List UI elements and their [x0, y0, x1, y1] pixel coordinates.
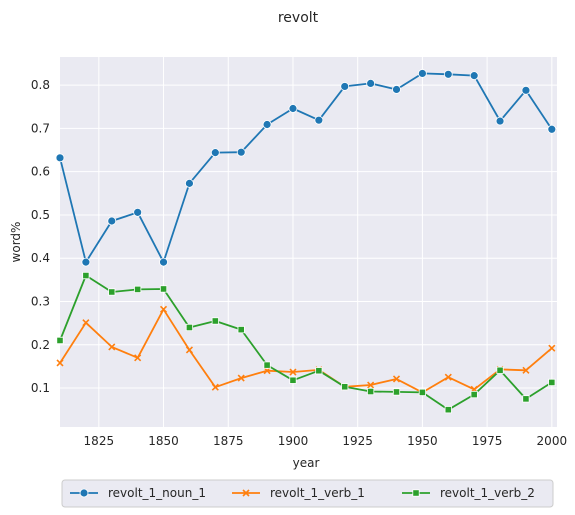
data-point [211, 383, 219, 391]
x-tick-label: 1925 [342, 434, 373, 448]
data-point [56, 359, 64, 367]
x-tick-label: 1850 [148, 434, 179, 448]
legend-swatch-marker [242, 489, 250, 497]
y-tick-label: 0.6 [31, 165, 50, 179]
data-point [315, 367, 323, 375]
y-gridlines [60, 84, 557, 389]
legend-box [61, 479, 554, 508]
data-point [522, 366, 530, 374]
data-point [341, 383, 349, 391]
x-tick-label: 1950 [407, 434, 438, 448]
data-point [392, 388, 401, 396]
legend-items: revolt_1_noun_1 revolt_1_verb_1 revolt_1_v… [70, 486, 535, 500]
legend-swatch-marker [79, 488, 89, 498]
series-markers [55, 69, 557, 414]
legend-swatch-marker [412, 489, 420, 497]
data-point [548, 344, 556, 352]
data-point [236, 147, 246, 157]
x-gridlines [98, 57, 553, 427]
data-point [289, 368, 297, 376]
data-point [159, 285, 168, 293]
series-line-revolt_1_verb_1 [59, 308, 553, 394]
data-point [56, 336, 64, 345]
data-point [81, 257, 91, 267]
data-point [237, 326, 245, 334]
legend-label: revolt_1_verb_2 [440, 486, 535, 500]
plot-area [60, 57, 557, 427]
x-axis-title: year [293, 456, 320, 470]
data-point [159, 305, 168, 313]
data-point [82, 271, 90, 280]
data-point [547, 124, 557, 134]
data-point [288, 104, 298, 113]
legend-item-revolt_1_verb_1: revolt_1_verb_1 [232, 486, 365, 500]
data-point [159, 257, 168, 267]
data-point [263, 361, 271, 369]
data-point [185, 346, 193, 354]
data-point [82, 319, 90, 327]
y-tick-label: 0.7 [31, 121, 50, 135]
data-point [185, 323, 194, 332]
legend: revolt_1_noun_1 revolt_1_verb_1 revolt_1_v… [61, 479, 554, 508]
legend-item-revolt_1_noun_1: revolt_1_noun_1 [70, 486, 206, 500]
data-point [521, 85, 531, 95]
data-point [548, 378, 556, 387]
data-point [237, 374, 245, 382]
data-point [444, 373, 452, 381]
data-point [55, 153, 65, 163]
y-tick-label: 0.3 [31, 295, 50, 309]
chart-title: revolt [278, 10, 319, 26]
x-tick-labels: 1825 1850 1875 1900 1925 1950 1975 2000 [84, 434, 568, 448]
x-tick-label: 1975 [472, 434, 503, 448]
x-tick-label: 2000 [537, 434, 568, 448]
data-point [392, 85, 401, 94]
data-point [366, 78, 376, 88]
data-point [108, 288, 116, 296]
data-point [444, 406, 452, 414]
legend-item-revolt_1_verb_2: revolt_1_verb_2 [402, 486, 535, 500]
data-point [134, 285, 142, 293]
data-point [289, 376, 297, 384]
data-point [496, 366, 504, 374]
data-point [418, 388, 426, 396]
data-point [470, 390, 478, 399]
legend-label: revolt_1_verb_1 [270, 486, 365, 500]
data-point [495, 116, 505, 126]
data-point [340, 82, 350, 91]
data-point [469, 71, 479, 81]
legend-label: revolt_1_noun_1 [108, 486, 206, 500]
data-point [443, 69, 453, 79]
x-tick-label: 1825 [84, 434, 115, 448]
y-axis-title: word% [9, 222, 23, 263]
data-point [108, 343, 116, 351]
series-line-revolt_1_verb_2 [59, 274, 553, 411]
x-tick-label: 1875 [213, 434, 244, 448]
y-tick-labels: 0.1 0.2 0.3 0.4 0.5 0.6 0.7 0.8 [31, 78, 50, 395]
data-point [522, 395, 530, 403]
x-tick-label: 1900 [278, 434, 309, 448]
y-tick-label: 0.2 [31, 338, 50, 352]
data-point [263, 367, 271, 375]
data-point [133, 207, 143, 217]
data-point [185, 178, 194, 188]
data-point [392, 375, 401, 383]
y-tick-label: 0.5 [31, 208, 50, 222]
y-tick-label: 0.4 [31, 251, 50, 265]
y-tick-label: 0.8 [31, 78, 50, 92]
data-point [211, 317, 219, 325]
data-point [134, 354, 142, 362]
data-point [367, 387, 375, 396]
data-point [417, 69, 427, 78]
data-point [314, 115, 324, 125]
y-tick-label: 0.1 [31, 381, 50, 395]
data-point [210, 148, 220, 158]
data-point [367, 381, 375, 389]
data-point [107, 216, 117, 226]
data-point [262, 120, 272, 129]
